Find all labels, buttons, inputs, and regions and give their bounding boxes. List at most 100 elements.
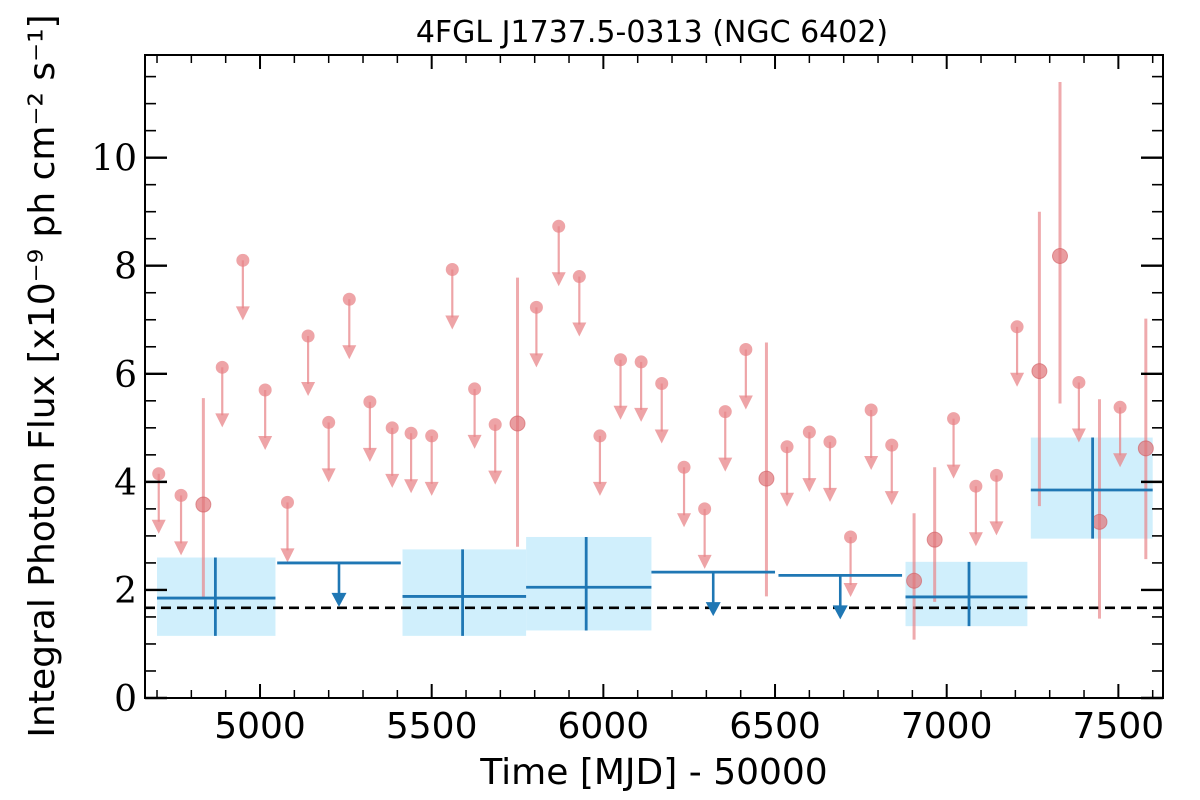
upper-limit-arrow — [572, 322, 587, 337]
upper-limit-arrow — [884, 491, 899, 506]
plot-area — [145, 82, 1163, 640]
upper-limit-arrow — [529, 353, 544, 368]
upper-limit-arrow — [1071, 428, 1086, 443]
long-bin-upper-limit-arrow — [331, 592, 347, 607]
upper-limit-point — [947, 412, 961, 426]
detection-point — [906, 572, 923, 589]
upper-limit-arrow — [989, 521, 1004, 536]
long-bin-band — [402, 549, 527, 636]
y-tick-label: 4 — [114, 463, 137, 504]
detection-point — [1051, 248, 1068, 265]
x-tick-label: 7000 — [901, 706, 993, 747]
upper-limit-arrow — [822, 487, 837, 502]
y-tick-label: 2 — [114, 571, 137, 612]
upper-limit-arrow — [738, 395, 753, 410]
y-tick-label: 8 — [114, 247, 137, 288]
upper-limit-point — [363, 395, 377, 409]
upper-limit-arrow — [802, 478, 817, 493]
upper-limit-point — [468, 382, 482, 396]
upper-limit-arrow — [385, 473, 400, 488]
detection-point — [926, 531, 943, 548]
upper-limit-point — [844, 530, 858, 544]
upper-limit-arrow — [968, 532, 983, 547]
upper-limit-arrow — [654, 429, 669, 444]
chart-title: 4FGL J1737.5-0313 (NGC 6402) — [416, 15, 888, 50]
detection-point — [1091, 513, 1108, 530]
upper-limit-arrow — [592, 481, 607, 496]
upper-limit-point — [215, 360, 229, 374]
y-axis-label: Integral Photon Flux [x10⁻⁹ ph cm⁻² s⁻¹] — [22, 14, 63, 737]
axes: 5000 5500 6000 6500 7000 7500 0 2 4 6 8 10 — [91, 55, 1164, 747]
upper-limit-arrow — [718, 457, 733, 472]
upper-limit-arrow — [280, 548, 295, 563]
upper-limit-arrow — [843, 582, 858, 597]
upper-limit-arrow — [301, 381, 316, 396]
upper-limit-point — [425, 429, 439, 443]
upper-limit-point — [1010, 320, 1024, 334]
y-tick-label: 10 — [91, 139, 137, 180]
upper-limit-point — [739, 342, 753, 356]
upper-limit-point — [529, 300, 543, 314]
upper-limit-point — [969, 479, 983, 493]
plot-frame — [144, 54, 1164, 699]
upper-limit-point — [572, 270, 586, 284]
upper-limit-point — [655, 377, 669, 391]
upper-limit-arrow — [1113, 453, 1128, 468]
upper-limit-point — [698, 502, 712, 516]
upper-limit-arrow — [215, 413, 230, 428]
long-bin-band — [526, 536, 652, 631]
upper-limit-point — [823, 435, 837, 449]
upper-limit-arrow — [864, 456, 879, 471]
detection-point — [1031, 363, 1048, 380]
upper-limit-point — [593, 429, 607, 443]
upper-limit-arrow — [445, 315, 460, 330]
upper-limit-point — [322, 415, 336, 429]
upper-limit-arrow — [151, 519, 166, 534]
upper-limit-arrow — [677, 513, 692, 528]
x-axis-label: Time [MJD] - 50000 — [479, 752, 827, 793]
upper-limit-arrow — [946, 464, 961, 479]
detection-point — [758, 470, 775, 487]
upper-limit-arrow — [321, 468, 336, 483]
upper-limit-arrow — [697, 554, 712, 569]
upper-limit-point — [445, 263, 459, 277]
upper-limit-point — [236, 253, 250, 267]
upper-limit-point — [614, 353, 628, 367]
upper-limit-arrow — [467, 434, 482, 449]
upper-limit-point — [342, 292, 356, 306]
upper-limit-arrow — [424, 481, 439, 496]
upper-limit-point — [989, 468, 1003, 482]
x-tick-label: 7500 — [1073, 706, 1165, 747]
detection-point — [509, 415, 526, 432]
x-tick-label: 6000 — [558, 706, 650, 747]
upper-limit-point — [677, 460, 691, 474]
long-bin-upper-limit-arrow — [832, 605, 848, 620]
upper-limit-arrow — [613, 405, 628, 420]
upper-limit-arrow — [488, 470, 503, 485]
upper-limit-point — [780, 440, 794, 454]
upper-limit-arrow — [780, 492, 795, 507]
upper-limit-point — [174, 488, 188, 502]
upper-limit-point — [152, 467, 166, 481]
upper-limit-point — [634, 355, 648, 369]
upper-limit-point — [488, 418, 502, 432]
x-tick-label: 5000 — [214, 706, 306, 747]
upper-limit-arrow — [404, 479, 419, 494]
long-bin-band — [905, 561, 1028, 627]
upper-limit-arrow — [1010, 372, 1025, 387]
upper-limit-arrow — [551, 272, 566, 287]
upper-limit-arrow — [174, 541, 189, 556]
upper-limit-point — [1113, 400, 1127, 414]
upper-limit-arrow — [342, 345, 357, 360]
upper-limit-point — [552, 219, 566, 233]
upper-limit-arrow — [362, 447, 377, 462]
detection-point — [1137, 440, 1154, 457]
upper-limit-point — [404, 426, 418, 440]
upper-limit-point — [301, 329, 315, 343]
x-tick-label: 6500 — [729, 706, 821, 747]
x-tick-label: 5500 — [386, 706, 478, 747]
y-tick-label: 6 — [114, 355, 137, 396]
upper-limit-point — [258, 383, 272, 397]
upper-limit-point — [885, 438, 899, 452]
